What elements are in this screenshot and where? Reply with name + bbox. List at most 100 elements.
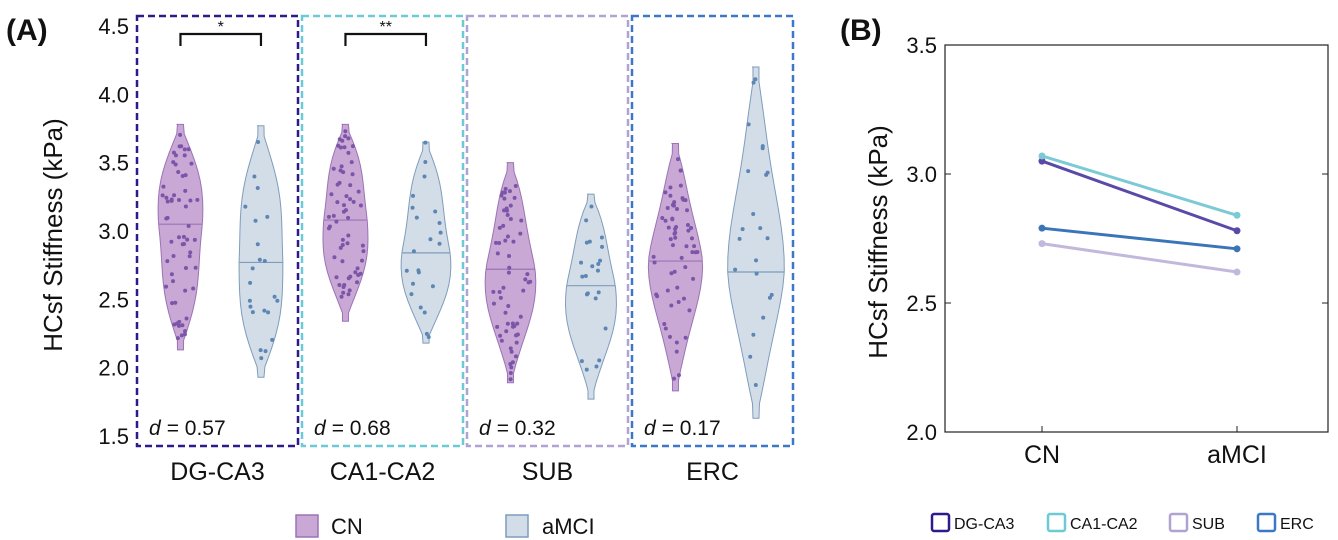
data-point-cn [506,303,511,308]
data-point-amci [418,305,423,310]
data-point-cn [179,333,184,338]
data-point-cn [183,188,188,193]
effect-size-value: = 0.17 [662,417,721,440]
data-point-amci [751,211,756,216]
data-point-cn [685,223,690,228]
data-point-amci [437,220,442,225]
data-point-amci [256,139,261,144]
data-point-amci [583,273,588,278]
legend-label: aMCI [542,514,595,539]
data-point-cn [693,250,698,255]
data-point-cn [173,300,178,305]
data-point-amci [593,296,598,301]
data-point-cn [173,162,178,167]
data-point-amci [255,242,260,247]
series-point [1233,227,1241,235]
effect-size-label: d = 0.17 [644,417,721,440]
data-point-cn [177,319,182,324]
data-point-cn [510,360,515,365]
data-point-cn [651,254,656,259]
data-point-cn [183,173,188,178]
y-tick-label: 3.5 [98,151,129,176]
data-point-cn [346,215,351,220]
data-point-cn [340,259,345,264]
data-point-cn [351,199,356,204]
data-point-amci [733,267,738,272]
data-point-cn [341,290,346,295]
data-point-cn [497,240,502,245]
violin-amci [565,193,617,400]
data-point-cn [182,147,187,152]
data-point-cn [340,237,345,242]
data-point-amci [409,292,414,297]
data-point-cn [170,279,175,284]
y-tick-label: 2.5 [98,287,129,312]
data-point-cn [346,292,351,297]
data-point-amci [596,290,601,295]
data-point-cn [493,240,498,245]
series-line [1041,159,1238,233]
data-point-cn [519,218,524,223]
data-point-cn [668,193,673,198]
data-point-cn [180,242,185,247]
data-point-cn [161,184,166,189]
data-point-amci [255,185,260,190]
data-point-cn [689,236,694,241]
data-point-cn [505,212,510,217]
data-point-cn [356,272,361,277]
data-point-cn [341,170,346,175]
data-point-cn [507,253,512,258]
data-point-cn [342,282,347,287]
data-point-cn [504,329,509,334]
data-point-amci [758,226,763,231]
data-point-cn [495,324,500,329]
data-point-amci [275,298,280,303]
data-point-cn [676,299,681,304]
data-point-cn [335,182,340,187]
data-point-cn [508,217,513,222]
data-point-cn [674,349,679,354]
data-point-amci [252,174,257,179]
data-point-cn [183,288,188,293]
data-point-cn [348,197,353,202]
data-point-cn [528,279,533,284]
data-point-amci [414,215,419,220]
data-point-cn [342,145,347,150]
data-point-cn [187,254,192,259]
data-point-cn [169,272,174,277]
data-point-cn [691,276,696,281]
data-point-amci [247,298,252,303]
legend-item-amci: aMCI [505,514,595,539]
data-point-amci [754,258,759,263]
data-point-cn [183,204,188,209]
significance-bracket [179,32,263,46]
series-point [1038,157,1046,165]
data-point-cn [334,219,339,224]
data-point-cn [683,265,688,270]
data-point-cn [508,203,513,208]
data-point-amci [579,260,584,265]
data-point-cn [521,288,526,293]
data-point-cn [503,310,508,315]
panel-b-y-axis-label: HCsf Stiffness (kPa) [863,125,893,359]
data-point-amci [426,335,431,340]
data-point-cn [348,183,353,188]
data-point-amci [272,294,277,299]
data-point-cn [683,335,688,340]
data-point-amci [753,77,758,82]
data-point-cn [514,340,519,345]
data-point-amci [262,308,267,313]
data-point-cn [182,332,187,337]
data-point-amci [410,205,415,210]
data-point-cn [503,186,508,191]
y-tick-label: 3.5 [906,33,937,58]
data-point-cn [355,266,360,271]
data-point-cn [491,301,496,306]
data-point-cn [501,223,506,228]
data-point-cn [361,249,366,254]
data-point-amci [248,304,253,309]
series-point [1233,211,1241,219]
data-point-cn [359,258,364,263]
significance-marker: ** [379,19,391,36]
data-point-amci [579,359,584,364]
